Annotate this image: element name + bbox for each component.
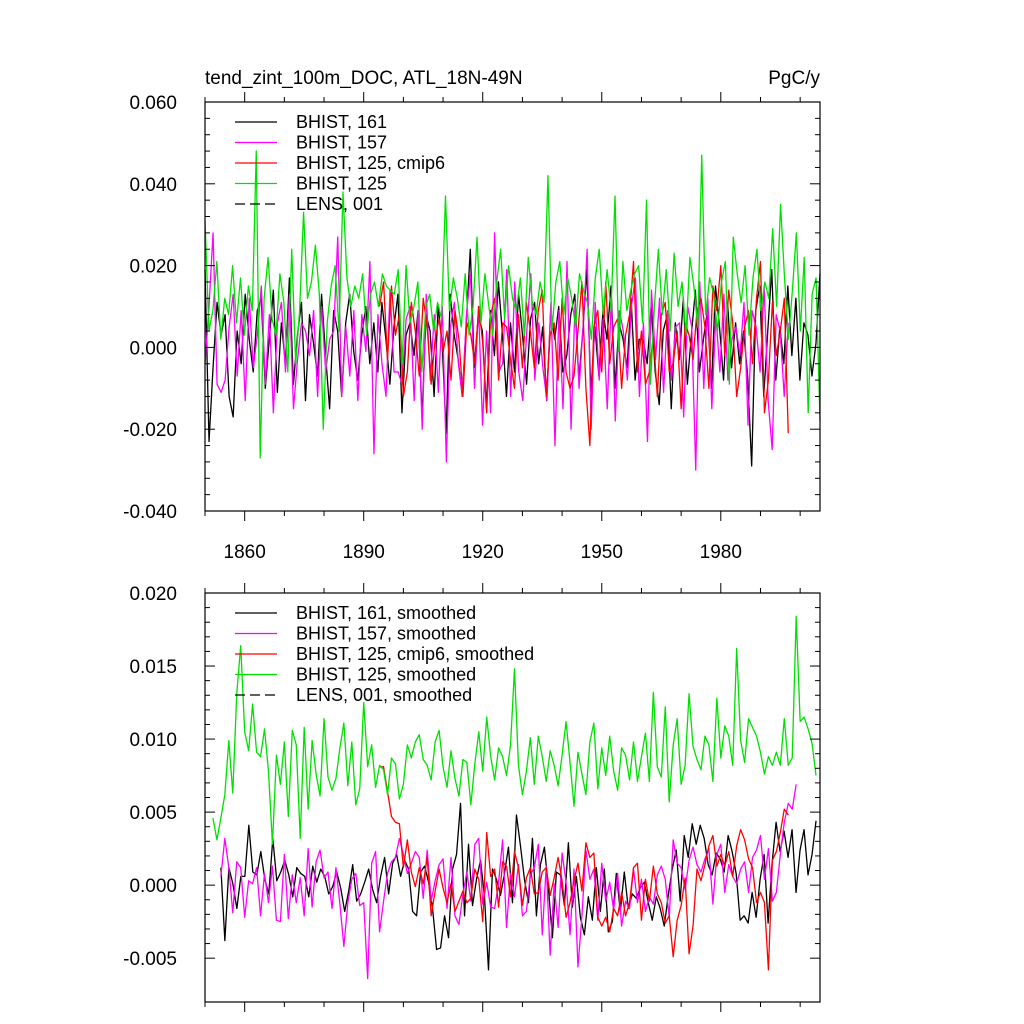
bottom-series-line-1	[220, 784, 797, 980]
top-y-tick-label: 0.040	[129, 175, 177, 196]
bottom-series-lines	[212, 615, 817, 980]
top-plot-frame	[204, 101, 821, 512]
top-axes: -0.040 -0.020 0.000 0.020 0.040 0.060 1860 1890…	[123, 92, 820, 563]
top-series-line-2	[378, 260, 789, 447]
bottom-panel: -0.005 0.000 0.005 0.010 0.015 0.020 BHIST, 1…	[123, 583, 821, 1012]
bottom-legend-label-3: BHIST, 125, smoothed	[296, 665, 476, 685]
top-y-tick-label: 0.000	[129, 338, 177, 359]
top-chart-units: PgC/y	[768, 68, 820, 89]
bottom-legend-label-2: BHIST, 125, cmip6, smoothed	[296, 644, 534, 664]
bottom-y-tick-label: 0.010	[129, 730, 177, 751]
top-x-tick-label: 1920	[462, 542, 504, 563]
top-series-lines	[204, 150, 821, 471]
top-y-tick-label: -0.040	[123, 502, 177, 523]
bottom-axes: -0.005 0.000 0.005 0.010 0.015 0.020	[123, 583, 820, 1012]
bottom-legend-label-1: BHIST, 157, smoothed	[296, 624, 476, 644]
top-x-tick-label: 1980	[700, 542, 742, 563]
bottom-y-tick-label: 0.015	[129, 657, 177, 678]
top-y-tick-label: -0.020	[123, 420, 177, 441]
top-legend-label-4: LENS, 001	[296, 194, 383, 214]
top-x-tick-label: 1890	[343, 542, 385, 563]
bottom-legend-label-0: BHIST, 161, smoothed	[296, 603, 476, 623]
top-x-tick-label: 1860	[224, 542, 266, 563]
top-legend-label-0: BHIST, 161	[296, 112, 387, 132]
top-series-line-1	[204, 232, 789, 471]
top-chart-title: tend_zint_100m_DOC, ATL_18N-49N	[205, 68, 523, 89]
top-y-tick-label: 0.060	[129, 93, 177, 114]
top-legend-label-3: BHIST, 125	[296, 174, 387, 194]
top-series-line-3	[204, 150, 821, 459]
bottom-series-line-2	[379, 766, 789, 971]
bottom-series-line-3	[212, 615, 817, 845]
bottom-y-tick-label: 0.020	[129, 584, 177, 605]
top-legend-label-1: BHIST, 157	[296, 133, 387, 153]
bottom-y-tick-label: 0.000	[129, 876, 177, 897]
bottom-legend-label-4: LENS, 001, smoothed	[296, 685, 472, 705]
top-legend-label-2: BHIST, 125, cmip6	[296, 153, 445, 173]
bottom-y-tick-label: -0.005	[123, 949, 177, 970]
bottom-y-tick-label: 0.005	[129, 803, 177, 824]
top-x-tick-label: 1950	[581, 542, 623, 563]
top-panel: -0.040 -0.020 0.000 0.020 0.040 0.060 1860 1890…	[123, 68, 821, 563]
top-y-tick-label: 0.020	[129, 257, 177, 278]
